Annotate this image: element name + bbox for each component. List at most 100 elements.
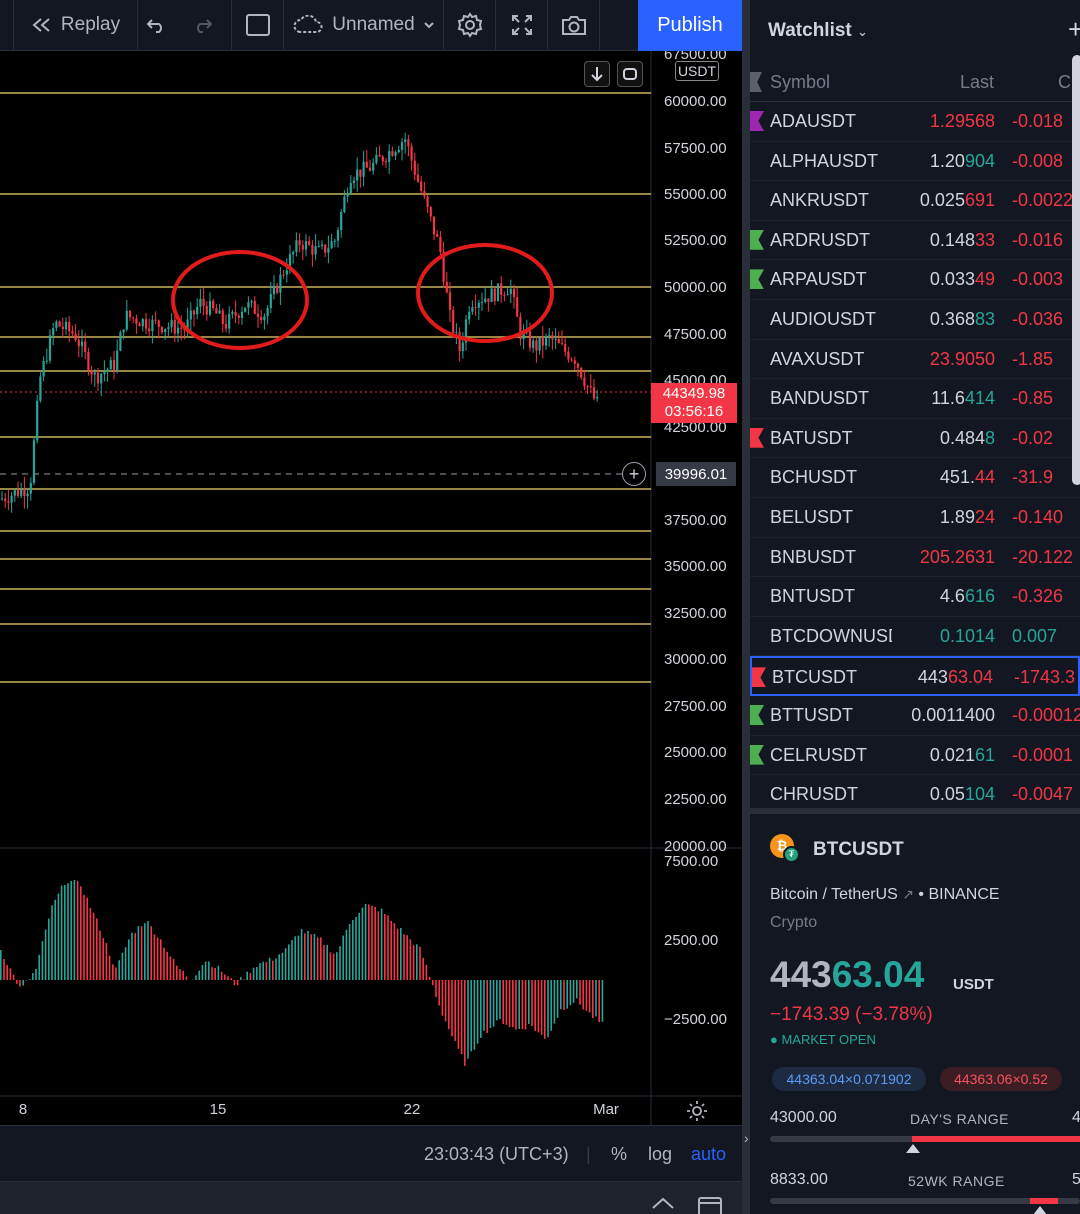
flag-icon[interactable]	[750, 111, 764, 131]
histogram-bar	[284, 948, 287, 980]
candle-body	[429, 207, 432, 217]
redo-button[interactable]	[174, 0, 232, 51]
flag-icon[interactable]	[750, 427, 764, 448]
quote-currency-badge[interactable]: USDT	[675, 61, 719, 81]
chart-bottom-bar: 23:03:43 (UTC+3) | % log auto	[0, 1125, 742, 1181]
col-last[interactable]: Last	[960, 72, 995, 92]
details-description[interactable]: Bitcoin / TetherUS	[770, 886, 898, 903]
candle-body	[0, 498, 4, 500]
watchlist-row[interactable]: BATUSDT 0.4848 -0.02	[750, 419, 1080, 459]
candle-body	[93, 372, 96, 375]
flag-icon[interactable]	[752, 667, 766, 688]
watchlist-row[interactable]: BCHUSDT 451.44 -31.9	[750, 458, 1080, 498]
watchlist-last: 0.05104	[929, 784, 995, 805]
histogram-bar	[323, 945, 325, 980]
flag-icon[interactable]	[750, 744, 764, 765]
scroll-to-latest-button[interactable]	[584, 61, 610, 87]
candle-body	[436, 234, 439, 237]
watchlist-row[interactable]: BTTUSDT 0.0011400 -0.000120	[750, 696, 1080, 736]
histogram-bar	[572, 980, 575, 1003]
candle-body	[394, 152, 397, 156]
details-symbol[interactable]: BTCUSDT	[813, 839, 904, 860]
candle-body	[400, 142, 404, 150]
watchlist-row[interactable]: ADAUSDT 1.29568 -0.018	[750, 102, 1080, 142]
watchlist-row[interactable]: BNBUSDT 205.2631 -20.122	[750, 538, 1080, 578]
histogram-bar	[310, 934, 312, 980]
watchlist-row[interactable]: CELRUSDT 0.02161 -0.0001	[750, 736, 1080, 776]
histogram-bar	[441, 980, 444, 1016]
publish-button[interactable]: Publish	[638, 0, 742, 51]
candle-body	[461, 342, 464, 352]
histogram-bar	[348, 924, 351, 980]
histogram-bar	[86, 897, 88, 980]
reset-scale-button[interactable]	[617, 61, 643, 87]
histogram-bar	[470, 980, 472, 1052]
watchlist-row[interactable]: CHRUSDT 0.05104 -0.0047	[750, 775, 1080, 808]
watchlist-row[interactable]: ARDRUSDT 0.14833 -0.016	[750, 221, 1080, 261]
watchlist-row[interactable]: BTCUSDT 44363.04 -1743.3	[750, 656, 1080, 696]
layout-select-button[interactable]	[232, 0, 284, 51]
chevron-up-icon[interactable]	[650, 1196, 676, 1210]
clock-display[interactable]: 23:03:43 (UTC+3)	[424, 1144, 569, 1164]
histogram-bar	[569, 980, 572, 1006]
layout-name-dropdown[interactable]: Unnamed	[284, 0, 444, 51]
candle-body	[20, 489, 23, 496]
drawn-ellipse	[171, 250, 309, 350]
log-scale-toggle[interactable]: log	[648, 1144, 673, 1164]
watchlist-title-dropdown[interactable]: Watchlist ⌄	[768, 20, 868, 42]
days-range-label: DAY'S RANGE	[910, 1111, 1009, 1127]
candle-body	[404, 139, 407, 143]
watchlist-scrollbar[interactable]	[1072, 55, 1080, 485]
candle-body	[276, 285, 279, 293]
candle-body	[26, 493, 29, 497]
histogram-bar	[51, 905, 53, 980]
fullscreen-button[interactable]	[496, 0, 548, 51]
watchlist-row[interactable]: BANDUSDT 11.6414 -0.85	[750, 379, 1080, 419]
watchlist-row[interactable]: ANKRUSDT 0.025691 -0.0022	[750, 181, 1080, 221]
candle-body	[324, 244, 327, 253]
watchlist-row[interactable]: AUDIOUSDT 0.36883 -0.036	[750, 300, 1080, 340]
chart-canvas[interactable]: 67500.00 60000.00 57500.00 55000.00 52500.00…	[0, 51, 742, 1125]
histogram-bar	[134, 933, 136, 980]
candle-body	[167, 327, 170, 329]
watchlist-symbol: ANKRUSDT	[770, 190, 870, 211]
histogram-bar	[96, 918, 98, 980]
settings-button[interactable]	[444, 0, 496, 51]
auto-scale-toggle[interactable]: auto	[691, 1144, 727, 1164]
watchlist-change: -0.02	[1012, 427, 1054, 448]
histogram-bar	[272, 960, 274, 980]
flag-icon[interactable]	[750, 269, 764, 290]
window-icon[interactable]	[697, 1196, 723, 1214]
watchlist-row[interactable]: BELUSDT 1.8924 -0.140	[750, 498, 1080, 538]
candle-body	[567, 351, 570, 360]
col-symbol[interactable]: Symbol	[770, 72, 831, 92]
price-scale-label: 57500.00	[664, 140, 727, 157]
collapse-panel-icon[interactable]: ›	[744, 1130, 749, 1146]
watchlist-row[interactable]: ARPAUSDT 0.03349 -0.003	[750, 260, 1080, 300]
watchlist-row[interactable]: BNTUSDT 4.6616 -0.326	[750, 577, 1080, 617]
candle-body	[564, 344, 567, 352]
flag-icon[interactable]	[750, 705, 764, 725]
add-alert-icon[interactable]: +	[622, 462, 646, 486]
panel-divider[interactable]	[742, 0, 750, 1214]
flag-icon[interactable]	[750, 72, 762, 92]
percent-scale-toggle[interactable]: %	[611, 1144, 628, 1164]
undo-button[interactable]	[138, 0, 174, 51]
watchlist-change: -20.122	[1012, 546, 1074, 567]
watchlist-row[interactable]: BTCDOWNUSDT 0.1014 0.007	[750, 617, 1080, 657]
add-symbol-icon[interactable]: +	[1068, 14, 1080, 44]
candle-body	[23, 489, 26, 497]
price-chart[interactable]: 67500.00 60000.00 57500.00 55000.00 52500.00…	[0, 51, 742, 1125]
snapshot-button[interactable]	[548, 0, 600, 51]
watchlist-row[interactable]: ALPHAUSDT 1.20904 -0.008	[750, 142, 1080, 182]
histogram-bar	[358, 912, 360, 980]
histogram-bar	[307, 931, 309, 980]
watchlist-row[interactable]: AVAXUSDT 23.9050 -1.85	[750, 340, 1080, 380]
flag-icon[interactable]	[750, 229, 764, 250]
external-link-icon[interactable]: ↗	[902, 886, 914, 902]
histogram-bar	[38, 954, 40, 980]
candle-body	[532, 340, 535, 348]
candle-body	[388, 151, 391, 162]
replay-button[interactable]: Replay	[14, 0, 138, 51]
histogram-bar	[227, 976, 229, 980]
